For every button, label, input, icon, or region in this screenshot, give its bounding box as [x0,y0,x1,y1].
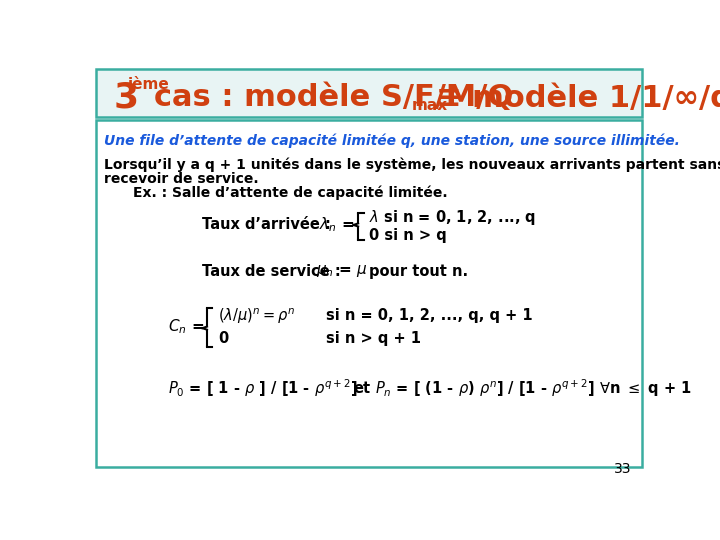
Text: Taux d’arrivée :: Taux d’arrivée : [202,218,331,232]
Text: $\mu_n$ = $\mu$: $\mu_n$ = $\mu$ [316,263,368,279]
Text: $P_0$ = [ 1 - $\rho$ ] / [1 - $\rho^{q+2}$]: $P_0$ = [ 1 - $\rho$ ] / [1 - $\rho^{q+2… [168,377,357,399]
Text: et: et [354,381,371,396]
Text: si n = 0, 1, 2, ..., q, q + 1: si n = 0, 1, 2, ..., q, q + 1 [326,308,533,323]
Text: Une file d’attente de capacité limitée q, une station, une source illimitée.: Une file d’attente de capacité limitée q… [104,133,680,147]
Text: Lorsqu’il y a q + 1 unités dans le système, les nouveaux arrivants partent sans: Lorsqu’il y a q + 1 unités dans le systè… [104,158,720,172]
Text: $\lambda$ si n = 0, 1, 2, ..., q: $\lambda$ si n = 0, 1, 2, ..., q [369,208,536,227]
Text: $P_n$ = [ (1 - $\rho$) $\rho^n$] / [1 - $\rho^{q+2}$] $\forall$n $\leq$ q + 1: $P_n$ = [ (1 - $\rho$) $\rho^n$] / [1 - … [375,377,692,399]
FancyBboxPatch shape [96,120,642,467]
Text: recevoir de service.: recevoir de service. [104,172,258,186]
Text: 3: 3 [113,81,138,115]
Text: Ex. : Salle d’attente de capacité limitée.: Ex. : Salle d’attente de capacité limité… [132,185,447,200]
Text: Taux de service :: Taux de service : [202,264,341,279]
FancyBboxPatch shape [96,70,642,117]
Text: ≡ modèle 1/1/∞/q: ≡ modèle 1/1/∞/q [436,83,720,113]
Text: 33: 33 [613,462,631,476]
Text: cas : modèle S/F/M/Q: cas : modèle S/F/M/Q [153,83,513,112]
Text: $\lambda_n$ =: $\lambda_n$ = [319,215,354,234]
Text: max: max [412,98,448,113]
Text: $C_n$ =: $C_n$ = [168,318,204,336]
Text: $(\lambda/\mu)^n = \rho^n$: $(\lambda/\mu)^n = \rho^n$ [218,306,295,326]
Text: si n > q + 1: si n > q + 1 [326,332,421,347]
Text: ième: ième [128,77,170,92]
Text: 0 si n > q: 0 si n > q [369,228,446,243]
Text: 0: 0 [218,332,228,347]
Text: pour tout n.: pour tout n. [369,264,468,279]
